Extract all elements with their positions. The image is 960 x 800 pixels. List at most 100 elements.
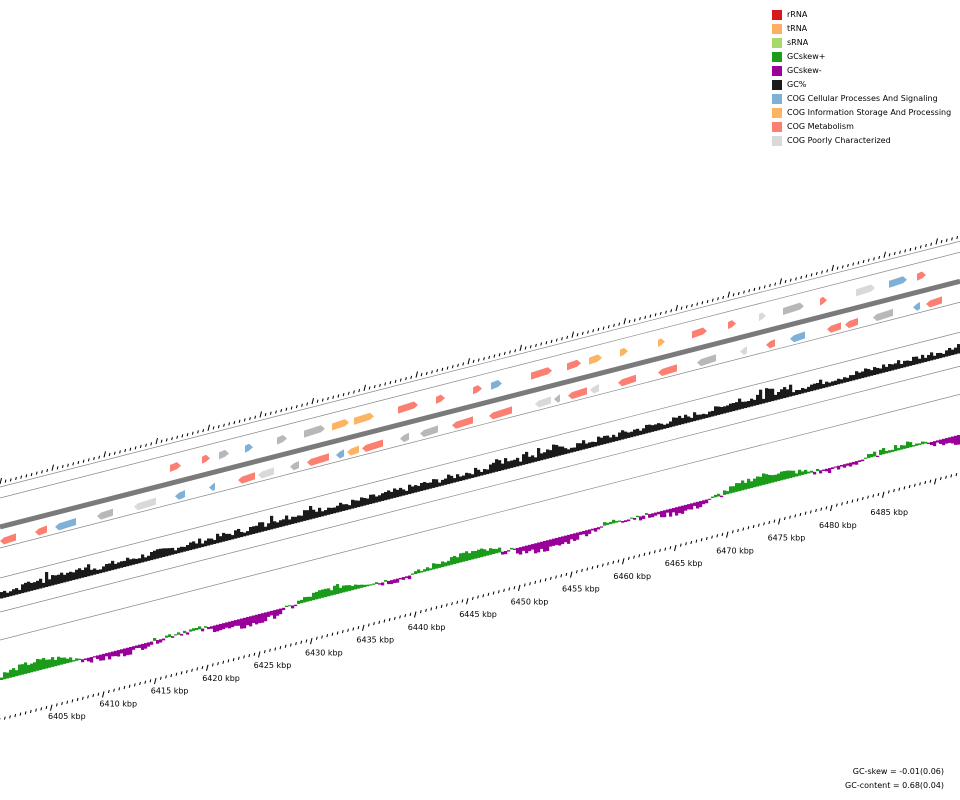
gc-bar xyxy=(588,442,592,448)
outer-tick xyxy=(665,310,667,314)
gc-bar xyxy=(546,449,550,459)
skew-positive-bar xyxy=(810,470,814,473)
skew-positive-bar xyxy=(741,480,745,491)
skew-positive-bar xyxy=(801,471,805,475)
inner-tick xyxy=(726,531,729,538)
gene-feature xyxy=(347,445,359,456)
skew-negative-bar xyxy=(702,500,706,505)
gc-bar xyxy=(861,371,865,379)
legend-swatch xyxy=(772,122,782,132)
inner-tick xyxy=(804,511,807,515)
outer-tick xyxy=(295,405,298,409)
outer-tick xyxy=(15,476,17,481)
outer-tick xyxy=(441,367,444,371)
gc-bar xyxy=(159,548,163,558)
inner-tick xyxy=(570,571,573,578)
gc-bar xyxy=(165,548,169,557)
gc-bar xyxy=(141,554,145,563)
gene-feature xyxy=(926,296,942,308)
gc-bar xyxy=(864,368,868,378)
gc-bar xyxy=(207,538,211,546)
gene-feature xyxy=(219,449,229,460)
inner-tick xyxy=(768,520,771,525)
skew-positive-bar xyxy=(468,553,472,561)
outer-tick xyxy=(883,251,886,258)
inner-tick xyxy=(248,653,251,658)
inner-tick xyxy=(341,630,344,634)
inner-tick xyxy=(35,708,37,712)
inner-tick xyxy=(518,584,521,592)
outer-tick xyxy=(233,420,236,425)
gene-feature xyxy=(889,276,907,288)
skew-negative-bar xyxy=(579,531,583,535)
outer-tick xyxy=(945,238,948,242)
gc-bar xyxy=(693,412,697,422)
skew-negative-bar xyxy=(567,534,571,544)
gc-bar xyxy=(558,446,562,456)
skew-negative-bar xyxy=(129,646,133,655)
inner-tick xyxy=(721,532,724,537)
gc-bar xyxy=(615,436,619,442)
inner-tick xyxy=(430,607,433,611)
gc-bar xyxy=(585,443,589,449)
legend-swatch xyxy=(772,108,782,118)
gc-bar xyxy=(663,424,667,429)
gc-bar xyxy=(63,574,67,583)
inner-tick xyxy=(789,515,791,519)
inner-tick xyxy=(305,639,308,643)
gc-bar xyxy=(192,541,196,550)
inner-tick xyxy=(877,492,880,497)
skew-negative-bar xyxy=(408,575,412,580)
outer-tick xyxy=(165,438,168,442)
outer-tick xyxy=(800,275,803,280)
inner-tick xyxy=(336,631,339,635)
gc-bar xyxy=(639,430,643,435)
outer-tick xyxy=(711,298,714,302)
gc-bar xyxy=(531,455,535,463)
gc-bar xyxy=(789,384,793,397)
skew-positive-bar xyxy=(384,580,388,582)
inner-tick xyxy=(170,673,173,678)
gc-bar xyxy=(582,440,586,450)
gene-feature xyxy=(489,406,512,420)
skew-positive-bar xyxy=(879,449,883,455)
gene-feature xyxy=(420,425,438,437)
outer-tick xyxy=(613,323,615,328)
gene-feature xyxy=(134,497,156,511)
outer-tick xyxy=(51,464,54,471)
gc-bar xyxy=(762,398,766,404)
gc-bar xyxy=(24,582,28,593)
legend-label: COG Poorly Characterized xyxy=(787,136,891,145)
gc-bar xyxy=(447,474,451,485)
gc-bar xyxy=(435,479,439,488)
outer-tick xyxy=(379,383,381,387)
outer-tick xyxy=(446,366,449,370)
outer-tick xyxy=(706,299,709,304)
inner-tick xyxy=(700,538,703,542)
skew-positive-bar xyxy=(369,584,373,586)
outer-tick xyxy=(119,450,121,454)
gc-bar xyxy=(375,496,379,503)
gc-bar xyxy=(177,547,181,554)
skew-positive-bar xyxy=(891,449,895,452)
gc-bar xyxy=(183,546,187,552)
gc-bar xyxy=(150,552,154,561)
gc-bar xyxy=(906,360,910,367)
skew-positive-bar xyxy=(615,521,619,523)
outer-tick xyxy=(46,468,49,473)
gc-bar xyxy=(117,562,121,569)
skew-positive-bar xyxy=(771,475,775,483)
inner-tick xyxy=(487,592,490,596)
gc-bar xyxy=(690,417,694,422)
gc-bar xyxy=(243,532,247,537)
gc-bar xyxy=(939,352,943,359)
skew-negative-bar xyxy=(282,607,286,611)
gc-bar xyxy=(318,507,322,518)
gc-bar xyxy=(15,588,19,595)
tick-label: 6480 kbp xyxy=(819,521,857,530)
gc-bar xyxy=(459,476,463,481)
inner-tick xyxy=(924,480,927,485)
outer-tick xyxy=(77,460,80,465)
legend-swatch xyxy=(772,10,782,20)
skew-negative-bar xyxy=(852,461,856,465)
